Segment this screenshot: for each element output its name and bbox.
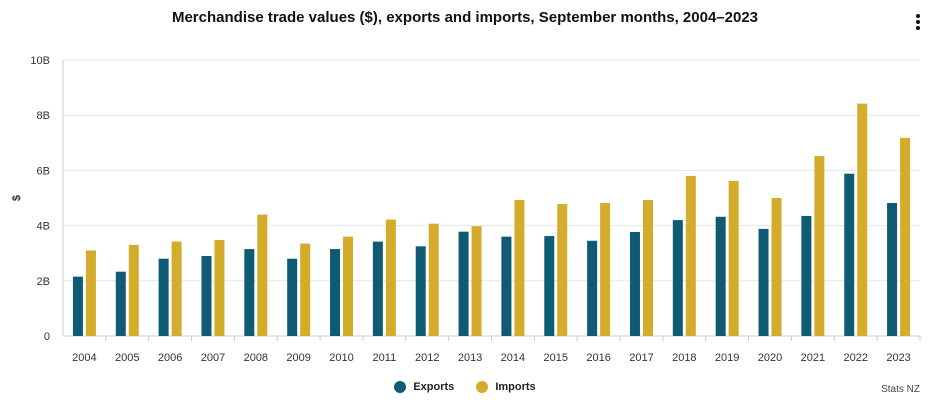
bar-exports-2022 xyxy=(844,173,855,336)
bar-exports-2005 xyxy=(115,271,126,336)
bar-exports-2017 xyxy=(629,231,640,336)
bar-imports-2006 xyxy=(171,241,182,336)
bar-imports-2013 xyxy=(471,226,482,336)
bar-imports-2020 xyxy=(771,198,782,336)
y-tick-label: 6B xyxy=(37,165,50,177)
x-tick-label: 2009 xyxy=(286,352,310,364)
legend-swatch-exports xyxy=(394,381,407,393)
y-tick-label: 2B xyxy=(37,276,50,288)
bar-exports-2012 xyxy=(415,246,426,336)
x-tick-label: 2018 xyxy=(672,352,696,364)
x-tick-label: 2021 xyxy=(801,352,825,364)
x-tick-label: 2011 xyxy=(373,352,397,364)
y-tick-label: 10B xyxy=(30,55,50,67)
bar-imports-2016 xyxy=(600,202,611,336)
menu-dot xyxy=(916,20,920,24)
x-tick-label: 2014 xyxy=(501,352,525,364)
bar-exports-2021 xyxy=(801,215,812,336)
menu-dot xyxy=(916,14,920,18)
bar-exports-2019 xyxy=(715,216,726,336)
y-axis-label: $ xyxy=(11,195,23,201)
x-tick-label: 2012 xyxy=(415,352,439,364)
legend-item-exports[interactable]: Exports xyxy=(394,381,454,393)
x-tick-label: 2006 xyxy=(158,352,182,364)
x-tick-label: 2019 xyxy=(715,352,739,364)
bar-imports-2017 xyxy=(642,199,653,336)
x-tick-label: 2016 xyxy=(586,352,610,364)
legend: Exports Imports xyxy=(0,381,930,393)
x-tick-label: 2017 xyxy=(629,352,653,364)
bar-exports-2010 xyxy=(330,249,341,336)
bar-exports-2016 xyxy=(587,240,598,336)
source-credit: Stats NZ xyxy=(881,384,920,395)
legend-label-exports: Exports xyxy=(413,381,455,393)
legend-swatch-imports xyxy=(476,381,489,393)
y-tick-label: 4B xyxy=(37,221,50,233)
bar-imports-2021 xyxy=(814,156,825,336)
y-tick-label: 8B xyxy=(37,110,50,122)
bar-exports-2011 xyxy=(372,241,383,336)
bar-exports-2004 xyxy=(72,276,83,336)
x-tick-label: 2007 xyxy=(201,352,225,364)
x-tick-label: 2008 xyxy=(244,352,268,364)
y-tick-label: 0 xyxy=(44,331,50,343)
bar-imports-2015 xyxy=(557,204,568,336)
bar-imports-2009 xyxy=(300,243,311,336)
chart-title: Merchandise trade values ($), exports an… xyxy=(171,9,759,26)
bar-exports-2006 xyxy=(158,258,169,336)
bar-imports-2019 xyxy=(728,180,739,336)
bar-imports-2010 xyxy=(343,236,354,336)
x-tick-label: 2004 xyxy=(72,352,96,364)
bar-imports-2012 xyxy=(428,223,439,336)
bar-imports-2018 xyxy=(685,175,696,336)
bar-exports-2007 xyxy=(201,255,212,336)
legend-label-imports: Imports xyxy=(495,381,536,393)
bar-exports-2015 xyxy=(544,236,555,336)
bar-imports-2008 xyxy=(257,214,268,336)
bar-imports-2022 xyxy=(857,103,868,336)
bar-exports-2020 xyxy=(758,228,769,336)
bar-imports-2004 xyxy=(85,250,96,336)
x-tick-label: 2015 xyxy=(544,352,568,364)
bar-exports-2014 xyxy=(501,236,512,336)
legend-item-imports[interactable]: Imports xyxy=(476,381,536,393)
bar-exports-2008 xyxy=(244,249,255,336)
x-tick-label: 2020 xyxy=(758,352,782,364)
bar-exports-2018 xyxy=(672,220,683,336)
x-tick-label: 2023 xyxy=(886,352,910,364)
bar-imports-2014 xyxy=(514,199,525,336)
x-tick-label: 2022 xyxy=(843,352,867,364)
bar-imports-2011 xyxy=(385,219,396,336)
bar-imports-2023 xyxy=(900,137,911,336)
x-tick-label: 2010 xyxy=(329,352,353,364)
x-tick-label: 2005 xyxy=(115,352,139,364)
menu-dot xyxy=(916,26,920,30)
bar-imports-2005 xyxy=(128,244,139,336)
bar-exports-2013 xyxy=(458,231,469,336)
bar-imports-2007 xyxy=(214,239,225,336)
bar-exports-2023 xyxy=(887,202,898,336)
bar-exports-2009 xyxy=(287,258,298,336)
kebab-menu-icon[interactable] xyxy=(908,12,928,32)
x-tick-label: 2013 xyxy=(458,352,482,364)
